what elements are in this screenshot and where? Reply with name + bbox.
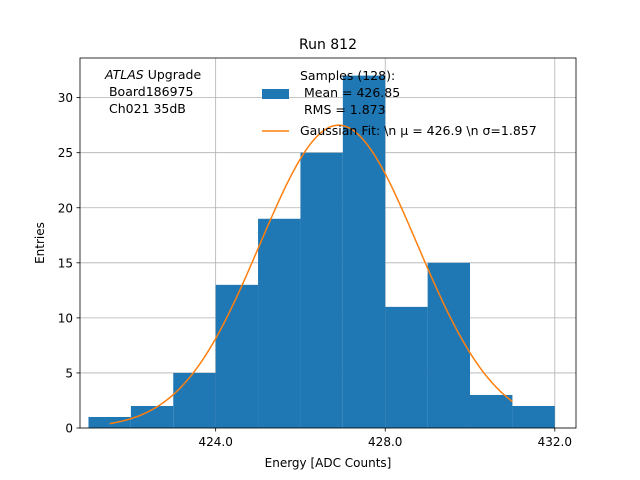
gaussian-fit-line [109,124,513,425]
legend-hist-label-3: RMS = 1.873 [300,102,386,117]
histogram-bar [258,218,301,428]
legend-hist-label-2: Mean = 426.85 [300,85,400,100]
y-tick-label: 0 [65,422,73,436]
annotation-line-2: Board186975 [105,84,193,99]
histogram-bar [130,405,174,428]
histogram-bar [512,405,555,428]
histogram-bar [173,372,216,428]
annotation-line-3: Ch021 35dB [105,101,186,116]
y-tick-label: 5 [65,366,73,380]
annotation-line-1: ATLAS Upgrade [104,67,201,82]
x-axis-ticks: 424.0 428.0 432.0 [198,428,572,449]
histogram-bar [88,416,131,428]
legend-fit-label: Gaussian Fit: \n μ = 426.9 \n σ=1.857 [300,123,537,138]
legend-hist-swatch [262,89,289,99]
x-axis-label: Energy [ADC Counts] [265,456,392,470]
plot-frame [79,57,577,429]
histogram-bar [300,152,343,428]
y-tick-label: 20 [58,201,73,215]
atlas-annotation: ATLAS Upgrade Board186975 Ch021 35dB [104,67,201,116]
annotation-upgrade: Upgrade [144,67,202,82]
annotation-atlas: ATLAS [104,67,144,82]
histogram-bar [215,284,259,428]
histogram-bars [88,75,555,428]
y-tick-label: 30 [58,91,73,105]
y-axis-label: Entries [33,222,47,264]
histogram-bar [385,306,428,428]
x-tick-label: 432.0 [538,435,572,449]
histogram-bar [342,75,386,428]
y-tick-label: 15 [58,256,73,270]
x-tick-label: 428.0 [368,435,402,449]
legend: Samples (128): Mean = 426.85 RMS = 1.873… [262,68,537,138]
y-tick-label: 10 [58,311,73,325]
chart-title: Run 812 [299,37,357,53]
y-axis-ticks: 0 5 10 15 20 25 30 [58,91,80,436]
histogram-bar [470,394,513,428]
y-tick-label: 25 [58,146,73,160]
legend-hist-label-1: Samples (128): [300,68,395,83]
x-tick-label: 424.0 [198,435,232,449]
histogram-bar [427,262,471,428]
